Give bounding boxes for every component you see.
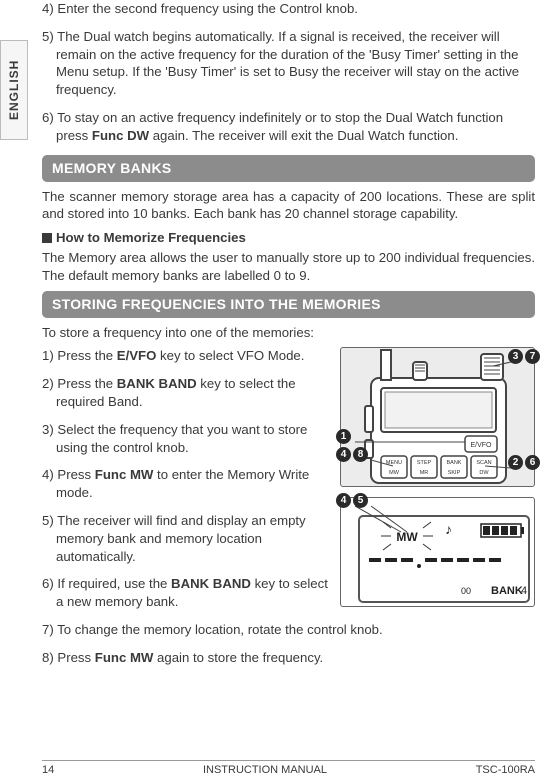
page-footer: 14 INSTRUCTION MANUAL TSC-100RA <box>42 760 535 778</box>
callout-badge-6: 6 <box>525 455 540 470</box>
svg-text:SKIP: SKIP <box>448 470 461 476</box>
step-text: The Dual watch begins automatically. If … <box>56 29 519 97</box>
t: Press the <box>57 376 116 391</box>
b: BANK BAND <box>117 376 197 391</box>
t: key to select VFO Mode. <box>156 348 304 363</box>
footer-model: TSC-100RA <box>476 763 535 778</box>
store-step-6: 6) If required, use the BANK BAND key to… <box>42 575 330 611</box>
step-num: 3) <box>42 422 54 437</box>
svg-text:MW: MW <box>396 530 418 544</box>
page-number: 14 <box>42 763 54 778</box>
lcd-svg: MW ♪ 00 BANK 4 <box>341 498 536 608</box>
step-6: 6) To stay on an active frequency indefi… <box>42 109 535 145</box>
t: The receiver will find and display an em… <box>56 513 306 564</box>
store-step-3: 3) Select the frequency that you want to… <box>42 421 330 457</box>
section-storing-frequencies: STORING FREQUENCIES INTO THE MEMORIES <box>42 291 535 318</box>
b: Func MW <box>95 467 154 482</box>
step-num: 6) <box>42 110 54 125</box>
step-bold: Func DW <box>92 128 149 143</box>
b: Func MW <box>95 650 154 665</box>
t: Press the <box>57 348 116 363</box>
svg-text:BANK: BANK <box>491 585 523 597</box>
step-num: 5) <box>42 29 54 44</box>
svg-text:4: 4 <box>521 585 527 597</box>
store-step-7: 7) To change the memory location, rotate… <box>42 621 535 639</box>
b: BANK BAND <box>171 576 251 591</box>
step-text: again. The receiver will exit the Dual W… <box>149 128 458 143</box>
footer-center: INSTRUCTION MANUAL <box>203 763 327 778</box>
t: again to store the frequency. <box>153 650 323 665</box>
svg-text:MR: MR <box>420 470 429 476</box>
svg-text:MW: MW <box>389 470 400 476</box>
svg-text:STEP: STEP <box>417 460 432 466</box>
intro: To store a frequency into one of the mem… <box>42 324 535 342</box>
section-memory-banks: MEMORY BANKS <box>42 155 535 182</box>
subhead-how-to-memorize: How to Memorize Frequencies <box>42 229 535 247</box>
subhead-text: How to Memorize Frequencies <box>56 230 246 245</box>
step-num: 4) <box>42 1 54 16</box>
para: The Memory area allows the user to manua… <box>42 249 535 285</box>
svg-text:DW: DW <box>479 470 489 476</box>
store-step-5: 5) The receiver will find and display an… <box>42 512 330 565</box>
step-num: 5) <box>42 513 54 528</box>
step-num: 1) <box>42 348 54 363</box>
radio-svg: E/VFO MENU STEP BANK SCAN MW MR SKIP DW <box>341 348 536 488</box>
store-step-8: 8) Press Func MW again to store the freq… <box>42 649 535 667</box>
svg-text:00: 00 <box>461 586 471 596</box>
page-content: 4) Enter the second frequency using the … <box>42 0 535 784</box>
b: E/VFO <box>117 348 157 363</box>
svg-text:♪: ♪ <box>445 521 452 537</box>
callout-badge-7: 7 <box>525 349 540 364</box>
store-step-2: 2) Press the BANK BAND key to select the… <box>42 375 330 411</box>
step-num: 7) <box>42 622 54 637</box>
store-step-1: 1) Press the E/VFO key to select VFO Mod… <box>42 347 330 365</box>
radio-diagram: E/VFO MENU STEP BANK SCAN MW MR SKIP DW <box>340 347 535 487</box>
svg-text:SCAN: SCAN <box>476 460 491 466</box>
step-num: 6) <box>42 576 54 591</box>
t: To change the memory location, rotate th… <box>57 622 382 637</box>
step-num: 8) <box>42 650 54 665</box>
t: Select the frequency that you want to st… <box>56 422 307 455</box>
lcd-diagram: MW ♪ 00 BANK 4 <box>340 497 535 607</box>
store-step-4: 4) Press Func MW to enter the Memory Wri… <box>42 466 330 502</box>
step-5: 5) The Dual watch begins automatically. … <box>42 28 535 99</box>
t: If required, use the <box>57 576 171 591</box>
svg-text:BANK: BANK <box>447 460 462 466</box>
t: Press <box>57 467 94 482</box>
t: Press <box>57 650 94 665</box>
step-text: Enter the second frequency using the Con… <box>57 1 358 16</box>
para: The scanner memory storage area has a ca… <box>42 188 535 224</box>
svg-text:E/VFO: E/VFO <box>470 442 492 449</box>
language-tab: ENGLISH <box>0 40 28 140</box>
step-num: 2) <box>42 376 54 391</box>
step-4: 4) Enter the second frequency using the … <box>42 0 535 18</box>
square-bullet-icon <box>42 233 52 243</box>
step-num: 4) <box>42 467 54 482</box>
